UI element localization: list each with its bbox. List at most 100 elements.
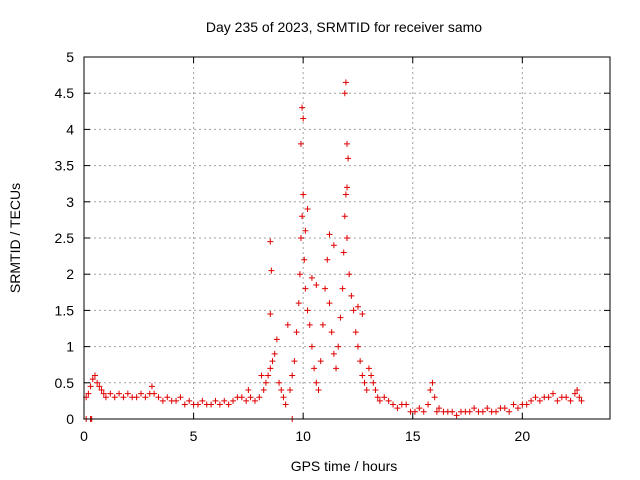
data-point bbox=[361, 379, 368, 386]
y-tick-label: 5 bbox=[66, 49, 74, 65]
data-point bbox=[394, 405, 401, 412]
data-point bbox=[116, 390, 123, 397]
data-point bbox=[354, 303, 361, 310]
data-point bbox=[431, 394, 438, 401]
data-point bbox=[102, 394, 109, 401]
data-point bbox=[554, 397, 561, 404]
data-point bbox=[89, 376, 96, 383]
data-point bbox=[359, 311, 366, 318]
data-point bbox=[350, 307, 357, 314]
data-point bbox=[293, 329, 300, 336]
data-point bbox=[346, 271, 353, 278]
data-point bbox=[339, 285, 346, 292]
data-point bbox=[453, 412, 460, 419]
y-tick-label: 0 bbox=[66, 411, 74, 427]
data-point bbox=[359, 372, 366, 379]
data-point bbox=[370, 379, 377, 386]
plot-frame bbox=[83, 56, 611, 420]
y-tick-label: 0.5 bbox=[55, 375, 75, 391]
data-point bbox=[436, 405, 443, 412]
data-point bbox=[247, 394, 254, 401]
data-point bbox=[308, 343, 315, 350]
data-point bbox=[221, 397, 228, 404]
data-point bbox=[328, 329, 335, 336]
data-point bbox=[269, 358, 276, 365]
data-point bbox=[567, 397, 574, 404]
data-point bbox=[363, 387, 370, 394]
data-point bbox=[348, 292, 355, 299]
data-point bbox=[107, 390, 114, 397]
data-point bbox=[344, 235, 350, 241]
data-point bbox=[337, 314, 344, 321]
data-point bbox=[262, 379, 269, 386]
data-point bbox=[251, 397, 258, 404]
data-point bbox=[330, 350, 337, 357]
data-point bbox=[142, 394, 149, 401]
data-point bbox=[267, 311, 274, 318]
data-point bbox=[545, 394, 552, 401]
x-tick-label: 5 bbox=[190, 428, 198, 444]
data-point bbox=[267, 238, 274, 245]
data-point bbox=[427, 387, 434, 394]
data-point bbox=[96, 383, 103, 390]
data-point bbox=[576, 394, 583, 401]
data-point bbox=[385, 397, 392, 404]
data-point bbox=[342, 79, 349, 86]
data-point bbox=[357, 358, 364, 365]
data-point bbox=[341, 90, 348, 97]
data-point bbox=[330, 242, 337, 249]
data-point bbox=[216, 401, 223, 408]
data-point bbox=[302, 285, 309, 292]
data-point bbox=[514, 405, 521, 412]
data-point bbox=[304, 206, 311, 213]
data-point bbox=[345, 155, 352, 162]
data-point bbox=[295, 300, 302, 307]
y-tick-label: 2 bbox=[66, 266, 74, 282]
data-point bbox=[133, 394, 140, 401]
data-point bbox=[403, 401, 410, 408]
data-point bbox=[273, 336, 280, 343]
data-point bbox=[98, 387, 105, 394]
data-point bbox=[177, 394, 184, 401]
data-point bbox=[425, 401, 432, 408]
data-point bbox=[302, 227, 309, 234]
data-point bbox=[287, 387, 294, 394]
data-point bbox=[155, 394, 162, 401]
data-point bbox=[333, 365, 340, 372]
data-point bbox=[194, 401, 201, 408]
data-point bbox=[433, 408, 440, 415]
data-point bbox=[376, 397, 383, 404]
data-point bbox=[523, 401, 530, 408]
data-point bbox=[212, 397, 219, 404]
x-tick-label: 0 bbox=[80, 428, 88, 444]
data-point bbox=[181, 401, 188, 408]
data-point bbox=[186, 397, 193, 404]
data-point bbox=[501, 405, 508, 412]
data-point bbox=[148, 383, 155, 390]
data-point bbox=[368, 372, 375, 379]
data-point bbox=[411, 408, 418, 415]
data-point bbox=[120, 394, 127, 401]
data-point bbox=[301, 256, 308, 263]
data-point bbox=[449, 408, 456, 415]
data-point bbox=[151, 390, 158, 397]
axis-ticks: 0 0.5 1 1.5 2 2.5 3 3.5 4 4.5 5 0 5 10 15 20 bbox=[55, 49, 610, 444]
data-point bbox=[243, 397, 250, 404]
data-point bbox=[311, 365, 318, 372]
data-point bbox=[340, 249, 347, 256]
data-point bbox=[471, 405, 478, 412]
data-point bbox=[297, 235, 304, 241]
y-tick-label: 4 bbox=[66, 121, 74, 137]
data-point bbox=[173, 397, 180, 404]
data-point bbox=[291, 358, 298, 365]
x-tick-label: 15 bbox=[405, 428, 421, 444]
data-point bbox=[137, 390, 144, 397]
data-point bbox=[260, 387, 267, 394]
data-point bbox=[245, 387, 252, 394]
y-tick-label: 1.5 bbox=[55, 302, 75, 318]
data-point bbox=[365, 365, 372, 372]
data-point bbox=[335, 343, 342, 350]
data-point bbox=[574, 387, 581, 394]
data-point bbox=[164, 394, 171, 401]
